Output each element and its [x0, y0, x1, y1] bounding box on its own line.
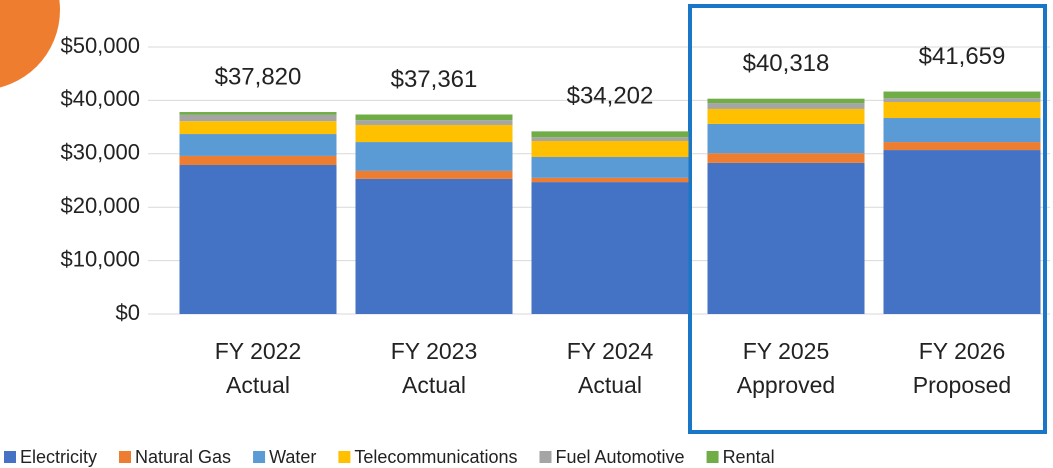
total-label: $37,361 [391, 66, 478, 93]
bar-segment [179, 112, 337, 115]
total-label: $37,820 [215, 63, 302, 90]
bar-segment [707, 162, 865, 314]
bar-segment [883, 102, 1041, 119]
bar-segment [707, 123, 865, 154]
bar-segment [883, 98, 1041, 103]
legend-label: Electricity [20, 447, 97, 467]
bar-segment [179, 121, 337, 135]
bar-segment [179, 165, 337, 314]
bar-segment [531, 140, 689, 158]
highlight-box [688, 4, 1047, 434]
bar-segment [707, 103, 865, 109]
legend-swatch [4, 451, 16, 463]
bar-segment [883, 91, 1041, 99]
bar-segment [531, 177, 689, 183]
bar-segment [531, 137, 689, 141]
y-tick-label: $50,000 [60, 33, 140, 58]
bar-segment [883, 142, 1041, 151]
legend-swatch [706, 451, 719, 463]
bar-segment [179, 134, 337, 156]
bar-segment [355, 142, 513, 171]
legend-swatch [253, 451, 266, 463]
bar-segment [355, 120, 513, 125]
x-tick-label: Proposed [913, 372, 1011, 398]
bar-segment [179, 114, 337, 122]
total-label: $40,318 [743, 50, 830, 77]
total-label: $41,659 [919, 43, 1006, 70]
legend-label: Water [269, 447, 316, 467]
legend-label: Telecommunications [354, 447, 517, 467]
total-label: $34,202 [567, 83, 654, 110]
bar-segment [883, 118, 1041, 143]
bar-segment [355, 114, 513, 121]
x-tick-label: Approved [737, 372, 835, 398]
x-tick-label: Actual [578, 372, 642, 398]
y-tick-label: $10,000 [60, 246, 140, 271]
bar-segment [355, 178, 513, 314]
x-tick-label: FY 2026 [919, 338, 1006, 364]
legend-label: Rental [723, 447, 775, 467]
x-tick-label: FY 2025 [743, 338, 830, 364]
x-tick-label: FY 2022 [215, 338, 302, 364]
bar-segment [355, 124, 513, 143]
y-tick-label: $0 [116, 300, 140, 325]
bar-segment [179, 155, 337, 166]
y-tick-label: $20,000 [60, 193, 140, 218]
bar-segment [531, 157, 689, 178]
y-tick-label: $40,000 [60, 86, 140, 111]
bar-segment [707, 98, 865, 104]
bar-segment [707, 153, 865, 163]
x-tick-label: Actual [402, 372, 466, 398]
legend-label: Natural Gas [135, 447, 231, 467]
x-tick-label: Actual [226, 372, 290, 398]
bar-segment [707, 108, 865, 124]
legend-swatch [539, 451, 552, 463]
bar-segment [355, 170, 513, 179]
bar-segment [883, 150, 1041, 314]
bar-segment [531, 131, 689, 138]
y-tick-label: $30,000 [60, 140, 140, 165]
bar-segment [531, 182, 689, 314]
legend-label: Fuel Automotive [555, 447, 684, 467]
legend-swatch [338, 451, 351, 463]
x-tick-label: FY 2023 [391, 338, 478, 364]
decor-circle [0, 0, 60, 88]
legend-swatch [119, 451, 132, 463]
x-tick-label: FY 2024 [567, 338, 654, 364]
